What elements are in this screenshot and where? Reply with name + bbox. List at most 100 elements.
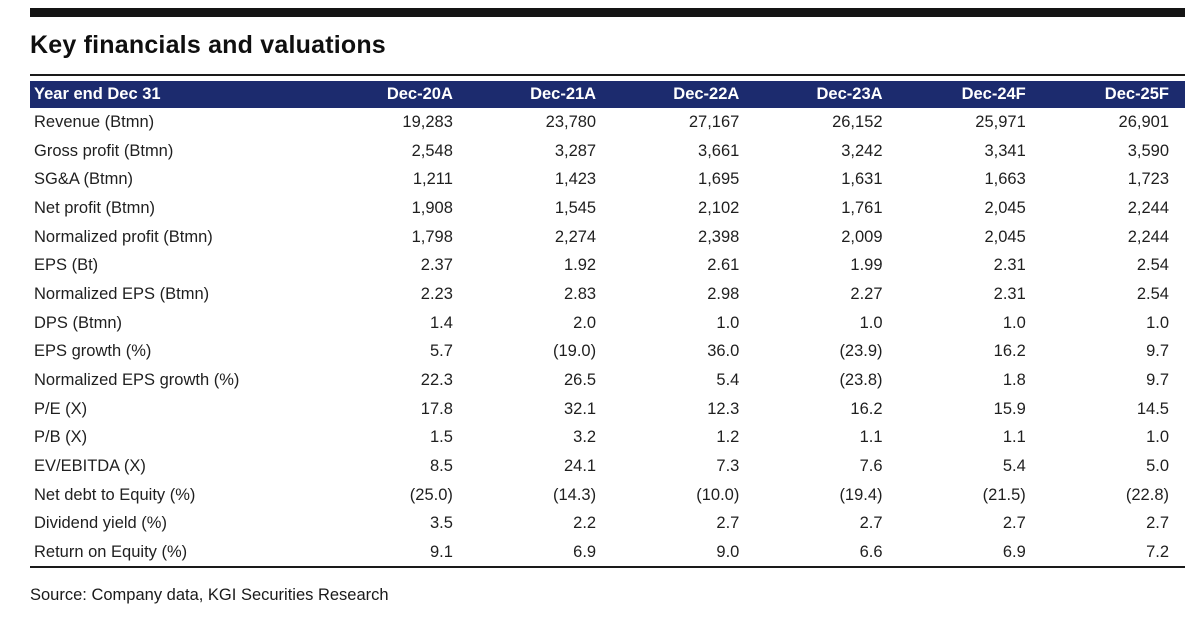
cell-value: 24.1: [563, 457, 597, 476]
cell-value: 1,631: [841, 170, 883, 189]
cell-value: 1.4: [429, 313, 453, 332]
header-year-end: Year end Dec 31: [34, 85, 161, 103]
cell-value: 19,283: [402, 112, 453, 131]
header-col-dec22a: Dec-22A: [673, 85, 740, 103]
cell-value: 2.7: [1146, 514, 1169, 533]
cell-value: 2.7: [859, 514, 883, 533]
cell-value: 1.0: [1146, 313, 1169, 332]
cell-value: 3,242: [841, 141, 883, 160]
cell-value: 2,009: [841, 227, 883, 246]
cell-value: 2,548: [411, 141, 453, 160]
cell-value: 1.0: [1002, 313, 1026, 332]
cell-value: 2.2: [573, 514, 597, 533]
cell-value: 1,211: [412, 170, 453, 189]
row-label: P/B (X): [34, 428, 88, 447]
source-note: Source: Company data, KGI Securities Res…: [30, 586, 389, 604]
table-row: Revenue (Btmn) 19,283 23,780 27,167 26,152 25…: [30, 108, 1185, 137]
row-label: Normalized profit (Btmn): [34, 227, 213, 246]
cell-value: 5.0: [1146, 457, 1169, 476]
cell-value: 2.54: [1136, 284, 1169, 303]
cell-value: 1.2: [716, 428, 740, 447]
row-label: Net debt to Equity (%): [34, 485, 196, 504]
cell-value: 2,398: [698, 227, 740, 246]
cell-value: 2.83: [563, 284, 597, 303]
cell-value: (22.8): [1125, 485, 1169, 504]
row-label: Normalized EPS (Btmn): [34, 284, 210, 303]
row-label: Dividend yield (%): [34, 514, 167, 533]
cell-value: 1,423: [554, 170, 597, 189]
row-label: EPS growth (%): [34, 342, 152, 361]
top-divider-bar: [30, 8, 1185, 17]
table-row: EV/EBITDA (X) 8.5 24.1 7.3 7.6 5.4 5.0: [30, 452, 1185, 481]
cell-value: 9.0: [716, 542, 740, 561]
cell-value: 3,287: [554, 141, 597, 160]
cell-value: 2.7: [1002, 514, 1026, 533]
cell-value: 17.8: [420, 399, 453, 418]
page-title: Key financials and valuations: [30, 31, 386, 59]
cell-value: 9.1: [429, 542, 453, 561]
cell-value: 9.7: [1146, 371, 1169, 390]
cell-value: 2.27: [850, 284, 883, 303]
cell-value: (19.0): [553, 342, 597, 361]
cell-value: (14.3): [553, 485, 597, 504]
header-col-dec25f: Dec-25F: [1104, 85, 1169, 103]
cell-value: 3.5: [429, 514, 453, 533]
table-row: Net debt to Equity (%) (25.0) (14.3) (10.0)…: [30, 481, 1185, 510]
cell-value: 2,102: [698, 198, 740, 217]
table-row: EPS (Bt) 2.37 1.92 2.61 1.99 2.31 2.54: [30, 251, 1185, 280]
cell-value: 5.7: [429, 342, 453, 361]
cell-value: 2.54: [1136, 256, 1169, 275]
cell-value: 2.31: [993, 284, 1026, 303]
cell-value: 3,590: [1127, 141, 1169, 160]
cell-value: 3,341: [984, 141, 1026, 160]
cell-value: 16.2: [993, 342, 1026, 361]
cell-value: 2.7: [716, 514, 740, 533]
cell-value: (23.8): [839, 371, 883, 390]
cell-value: 1.92: [563, 256, 597, 275]
cell-value: (19.4): [839, 485, 883, 504]
row-label: SG&A (Btmn): [34, 170, 134, 189]
cell-value: (23.9): [839, 342, 883, 361]
table-row: Net profit (Btmn) 1,908 1,545 2,102 1,761 2,0…: [30, 194, 1185, 223]
cell-value: 2,045: [984, 227, 1026, 246]
cell-value: 12.3: [707, 399, 740, 418]
row-label: Normalized EPS growth (%): [34, 371, 240, 390]
cell-value: 1,761: [841, 198, 883, 217]
cell-value: 2.37: [420, 256, 453, 275]
cell-value: 3,661: [698, 141, 740, 160]
header-col-dec24f: Dec-24F: [961, 85, 1026, 103]
table-row: P/B (X) 1.5 3.2 1.2 1.1 1.1 1.0: [30, 424, 1185, 453]
cell-value: 27,167: [688, 112, 740, 131]
table-row: Dividend yield (%) 3.5 2.2 2.7 2.7 2.7 2.7: [30, 510, 1185, 539]
row-label: P/E (X): [34, 399, 88, 418]
cell-value: 1.0: [1146, 428, 1169, 447]
table-row: Gross profit (Btmn) 2,548 3,287 3,661 3,242 3…: [30, 137, 1185, 166]
cell-value: (10.0): [696, 485, 740, 504]
cell-value: 3.2: [573, 428, 597, 447]
cell-value: 16.2: [850, 399, 883, 418]
row-label: Return on Equity (%): [34, 542, 188, 561]
table-row: Return on Equity (%) 9.1 6.9 9.0 6.6 6.9 7.2: [30, 538, 1185, 567]
row-label: Gross profit (Btmn): [34, 141, 174, 160]
cell-value: 1,695: [698, 170, 740, 189]
table-row: EPS growth (%) 5.7 (19.0) 36.0 (23.9) 16.2 9.7: [30, 338, 1185, 367]
cell-value: 7.3: [716, 457, 740, 476]
cell-value: 26,152: [832, 112, 883, 131]
table-body: Revenue (Btmn) 19,283 23,780 27,167 26,152 25…: [30, 108, 1185, 567]
cell-value: 2,274: [554, 227, 597, 246]
cell-value: 5.4: [1002, 457, 1026, 476]
cell-value: 1,723: [1127, 170, 1169, 189]
row-label: EPS (Bt): [34, 256, 99, 275]
cell-value: 1,545: [554, 198, 597, 217]
cell-value: 6.9: [1002, 542, 1026, 561]
cell-value: 1.1: [859, 428, 883, 447]
cell-value: 36.0: [707, 342, 740, 361]
header-col-dec23a: Dec-23A: [816, 85, 883, 103]
table-header-row: Year end Dec 31 Dec-20A Dec-21A Dec-22A …: [30, 81, 1185, 108]
cell-value: 14.5: [1136, 399, 1169, 418]
cell-value: 2.0: [573, 313, 597, 332]
cell-value: (21.5): [982, 485, 1026, 504]
cell-value: 1,663: [984, 170, 1026, 189]
cell-value: 1,908: [411, 198, 453, 217]
